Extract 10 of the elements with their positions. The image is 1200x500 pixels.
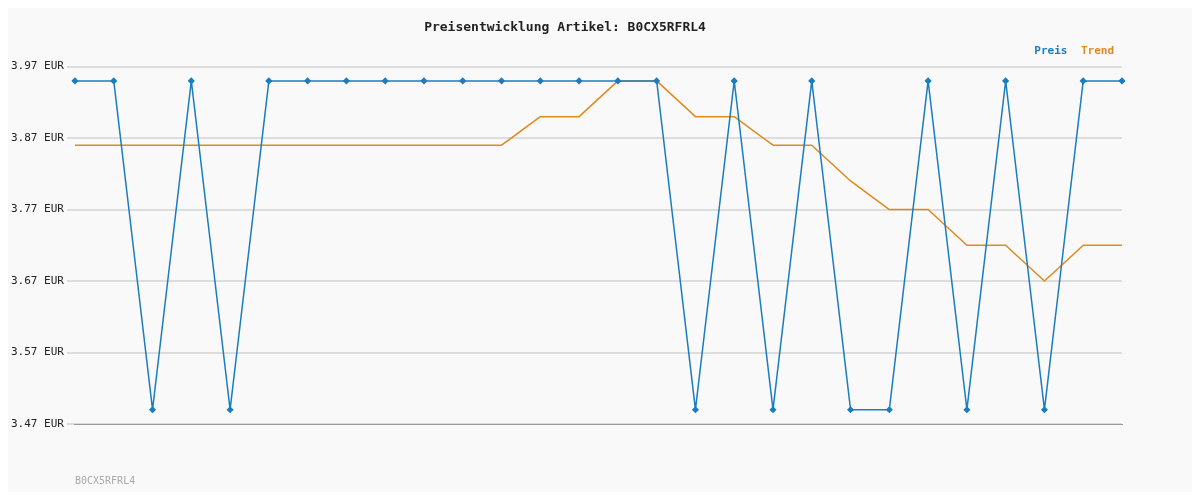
y-tick-label: 3.47 EUR [11, 416, 65, 430]
text: Preis [1034, 43, 1068, 57]
y-tick-label: 3.87 EUR [11, 130, 65, 144]
text: Trend [1080, 43, 1115, 57]
y-tick-label: 3.97 EUR [11, 59, 65, 73]
y-tick-label: 3.57 EUR [11, 345, 65, 359]
y-tick-label: 3.77 EUR [11, 202, 65, 216]
text: B0CX5RFRL4 [74, 474, 136, 486]
chart-title: Preisentwicklung Artikel: B0CX5RFRL4 [424, 19, 707, 35]
y-tick-label: 3.67 EUR [11, 273, 65, 287]
